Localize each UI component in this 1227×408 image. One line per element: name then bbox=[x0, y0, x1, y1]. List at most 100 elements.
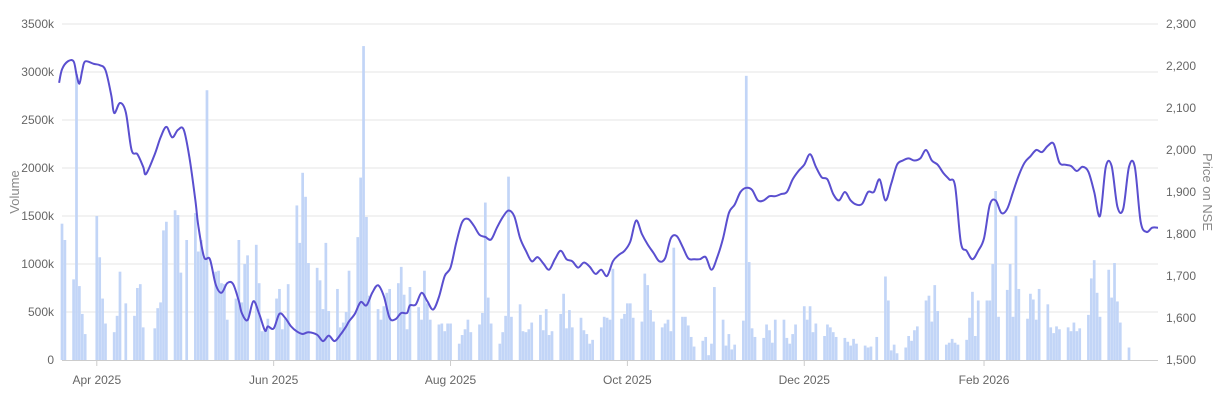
volume-bar bbox=[443, 331, 447, 360]
volume-bar bbox=[1031, 299, 1035, 360]
volume-bar bbox=[742, 320, 745, 360]
y-axis-left-title: Volume bbox=[7, 170, 22, 213]
volume-bar bbox=[466, 319, 470, 360]
volume-bar bbox=[768, 330, 771, 360]
y-left-tick-label: 1500k bbox=[21, 209, 55, 223]
volume-bar bbox=[976, 300, 980, 360]
volume-bar bbox=[559, 313, 563, 360]
volume-bar bbox=[223, 284, 226, 360]
y-right-tick-label: 2,000 bbox=[1166, 143, 1196, 157]
volume-bar bbox=[254, 244, 258, 360]
y-left-tick-label: 3500k bbox=[21, 17, 55, 31]
volume-bar bbox=[913, 330, 916, 360]
volume-bar bbox=[321, 309, 325, 360]
volume-bar bbox=[315, 267, 319, 360]
volume-bar bbox=[773, 319, 777, 360]
y-left-tick-label: 0 bbox=[47, 353, 54, 367]
volume-bar bbox=[568, 310, 571, 360]
volume-bar bbox=[1008, 264, 1012, 360]
volume-bar bbox=[63, 240, 67, 360]
volume-bar bbox=[588, 343, 592, 360]
volume-bar bbox=[367, 295, 371, 360]
y-right-tick-label: 2,300 bbox=[1166, 17, 1196, 31]
volume-bar bbox=[205, 90, 209, 361]
volume-bar bbox=[1089, 278, 1093, 360]
y-left-tick-label: 3000k bbox=[21, 65, 55, 79]
y-right-tick-label: 1,700 bbox=[1166, 269, 1196, 283]
volume-bar bbox=[953, 342, 957, 360]
volume-bar bbox=[185, 240, 189, 360]
volume-bar bbox=[924, 300, 928, 360]
volume-bar bbox=[527, 329, 531, 360]
volume-bar bbox=[753, 336, 757, 360]
y-axis-left: 0 500k 1000k 1500k 2000k 2500k 3000k 3500k bbox=[21, 17, 55, 367]
volume-bar bbox=[730, 349, 734, 360]
volume-bar bbox=[1055, 326, 1058, 360]
volume-bar bbox=[866, 347, 870, 360]
y-right-tick-label: 2,100 bbox=[1166, 101, 1196, 115]
volume-bar bbox=[672, 247, 676, 360]
price-line-group bbox=[58, 59, 1159, 343]
volume-bar bbox=[930, 321, 934, 360]
volume-bar bbox=[884, 276, 887, 360]
volume-bar bbox=[162, 230, 165, 360]
volume-bar bbox=[275, 298, 278, 360]
volume-bar bbox=[886, 300, 890, 360]
volume-bar bbox=[794, 324, 797, 360]
volume-bar bbox=[501, 332, 505, 360]
volume-bar bbox=[75, 73, 78, 361]
volume-bar bbox=[727, 334, 731, 360]
volume-bar bbox=[771, 342, 774, 360]
y-left-tick-label: 1000k bbox=[21, 257, 55, 271]
volume-bar bbox=[260, 331, 264, 360]
volume-bar bbox=[788, 343, 792, 360]
volume-bar bbox=[855, 343, 858, 360]
volume-bar bbox=[159, 302, 162, 360]
volume-bar bbox=[927, 295, 931, 360]
volume-bar bbox=[646, 285, 650, 360]
volume-bar bbox=[104, 323, 107, 360]
volume-bar bbox=[660, 327, 664, 360]
volume-bar bbox=[489, 323, 493, 360]
volume-bar bbox=[991, 264, 995, 360]
volume-bar bbox=[220, 283, 223, 360]
volume-bar bbox=[449, 323, 452, 360]
volume-bar bbox=[1113, 263, 1116, 360]
y-right-tick-label: 1,800 bbox=[1166, 227, 1196, 241]
volume-bar bbox=[602, 316, 606, 360]
volume-bar bbox=[1037, 288, 1041, 360]
volume-bar bbox=[689, 336, 693, 360]
volume-bar bbox=[947, 342, 951, 360]
volume-bar bbox=[1110, 297, 1113, 360]
volume-bar bbox=[341, 322, 345, 360]
volume-bars bbox=[60, 46, 1131, 361]
volume-bar bbox=[608, 319, 612, 360]
volume-bar bbox=[968, 317, 971, 360]
volume-bar bbox=[1098, 316, 1102, 360]
volume-bar bbox=[1095, 292, 1099, 360]
volume-bar bbox=[133, 315, 136, 360]
volume-bar bbox=[907, 336, 910, 360]
volume-bar bbox=[1011, 316, 1015, 360]
volume-bar bbox=[425, 303, 429, 360]
volume-bar bbox=[486, 297, 490, 360]
x-tick-label: Jun 2025 bbox=[249, 373, 299, 387]
volume-bar bbox=[782, 319, 786, 360]
volume-bar bbox=[599, 327, 603, 360]
volume-bar bbox=[652, 321, 655, 360]
volume-bar bbox=[605, 317, 609, 360]
volume-bar bbox=[895, 353, 899, 360]
volume-bar bbox=[973, 336, 977, 360]
x-tick-label: Aug 2025 bbox=[425, 373, 477, 387]
volume-bar bbox=[733, 344, 737, 360]
volume-bar bbox=[379, 319, 383, 360]
volume-bar bbox=[179, 272, 183, 360]
volume-bar bbox=[762, 337, 766, 360]
volume-bar bbox=[510, 316, 513, 360]
volume-bar bbox=[396, 283, 400, 360]
volume-bar bbox=[831, 332, 835, 360]
volume-bar bbox=[1069, 331, 1073, 360]
y-axis-right-title: Price on NSE bbox=[1200, 153, 1215, 231]
volume-bar bbox=[863, 345, 867, 360]
volume-bar bbox=[965, 339, 968, 360]
